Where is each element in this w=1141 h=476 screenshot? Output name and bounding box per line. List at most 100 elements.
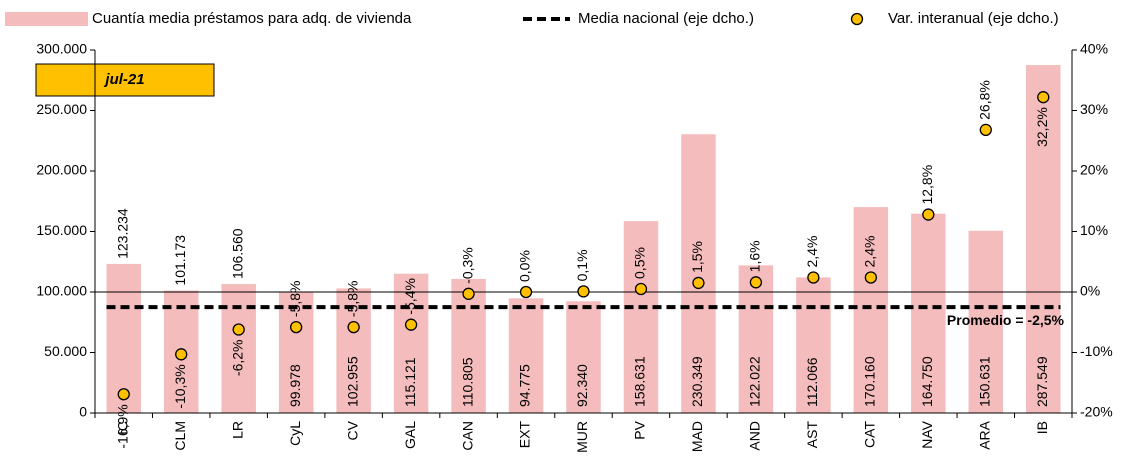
bar-label: 99.978 <box>287 364 303 407</box>
reference-label: Promedio = -2,5% <box>947 312 1065 328</box>
dot <box>922 208 935 221</box>
y2-tick-label: 20% <box>1080 162 1108 178</box>
bar-label: 150.631 <box>976 356 992 407</box>
dot-label: -10,3% <box>172 364 188 408</box>
y-tick-label: 150.000 <box>36 222 87 238</box>
dot <box>634 282 648 296</box>
legend-swatch <box>5 12 88 26</box>
bar-label: 94.775 <box>517 364 533 407</box>
dot <box>519 285 533 299</box>
dot <box>749 276 763 289</box>
annotation: jul-21 <box>103 71 144 88</box>
bar <box>738 265 774 413</box>
x-tick-label: EXT <box>517 421 533 449</box>
bar <box>968 230 1004 413</box>
dot-label: 0,1% <box>574 249 590 281</box>
x-tick-label: CV <box>344 420 360 440</box>
bar-label: 158.631 <box>632 356 648 407</box>
dot-label: 0,0% <box>517 250 533 282</box>
bar-label: 115.121 <box>402 357 418 407</box>
y2-tick-label: -20% <box>1080 404 1113 420</box>
bar <box>796 277 831 413</box>
bar-label: 101.173 <box>172 235 188 286</box>
y2-tick-label: -10% <box>1080 343 1113 359</box>
dot <box>807 271 820 284</box>
y-tick-label: 250.000 <box>36 101 87 117</box>
dot <box>864 271 878 284</box>
annotation-box <box>35 63 215 97</box>
bar-label: 110.805 <box>459 357 475 407</box>
x-tick-label: ARA <box>976 420 992 449</box>
x-tick-label: IC <box>114 421 130 435</box>
x-tick-label: CLM <box>172 421 188 451</box>
x-tick-label: MAD <box>689 421 705 452</box>
y2-tick-label: 30% <box>1080 101 1108 117</box>
dot-label: -5,8% <box>287 281 303 318</box>
y-tick-label: 200.000 <box>36 162 87 178</box>
dot-label: -6,2% <box>229 340 245 377</box>
dot-label: 1,6% <box>747 240 763 272</box>
dot <box>1037 91 1050 104</box>
y-tick-label: 300.000 <box>36 41 87 57</box>
bar-label: 230.349 <box>689 356 705 407</box>
bar-label: 123.234 <box>114 208 130 259</box>
x-tick-label: AST <box>804 421 820 449</box>
x-tick-label: GAL <box>402 421 418 449</box>
x-tick-label: PV <box>632 420 648 439</box>
dot-label: 2,4% <box>804 236 820 268</box>
dot <box>347 320 360 334</box>
legend-swatch <box>850 12 864 26</box>
x-tick-label: LR <box>229 421 245 439</box>
x-tick-label: MUR <box>574 421 590 453</box>
dot-label: -16,9% <box>114 404 130 448</box>
dot-label: 32,2% <box>1034 107 1050 147</box>
bar <box>508 298 544 413</box>
bar-label: 287.549 <box>1034 356 1050 407</box>
dot <box>175 348 188 361</box>
bar-label: 112.066 <box>804 357 820 407</box>
y2-tick-label: 0% <box>1080 283 1100 299</box>
dot <box>692 276 705 290</box>
x-tick-label: CyL <box>287 421 303 446</box>
bar <box>566 301 601 413</box>
bar <box>451 278 486 413</box>
dot <box>404 318 418 331</box>
dot-label: 26,8% <box>976 80 992 120</box>
dot-label: -0,3% <box>459 247 475 284</box>
y2-tick-label: 10% <box>1080 222 1108 238</box>
x-tick-label: NAV <box>919 420 935 448</box>
y-tick-label: 100.000 <box>36 283 87 299</box>
dot-label: 0,5% <box>632 247 648 279</box>
bar-label: 106.560 <box>229 228 245 279</box>
bar-label: 92.340 <box>574 364 590 407</box>
dot <box>979 123 992 137</box>
dot <box>577 285 590 298</box>
dot-label: 1,5% <box>689 241 705 273</box>
bar-label: 170.160 <box>862 356 878 407</box>
dot-label: 12,8% <box>919 165 935 205</box>
legend-label: Cuantía media préstamos para adq. de viv… <box>92 10 412 27</box>
y2-tick-label: 40% <box>1080 41 1108 57</box>
x-tick-label: IB <box>1034 421 1050 434</box>
dot <box>289 320 303 334</box>
x-tick-label: AND <box>747 421 763 451</box>
bar <box>278 292 314 413</box>
dot <box>232 323 245 336</box>
x-tick-label: CAN <box>459 421 475 451</box>
bar-label: 164.750 <box>919 356 935 407</box>
x-tick-label: CAT <box>862 421 878 448</box>
dot-label: -5,8% <box>344 281 360 318</box>
dot <box>462 287 475 300</box>
bar-label: 102.955 <box>344 356 360 407</box>
y-tick-label: 0 <box>79 404 87 420</box>
dot-label: -5,4% <box>402 278 418 315</box>
bar <box>393 273 429 413</box>
bar <box>336 288 371 413</box>
bar <box>853 207 889 413</box>
legend-label: Media nacional (eje dcho.) <box>578 10 754 27</box>
bar <box>681 134 716 413</box>
dot-label: 2,4% <box>862 236 878 268</box>
dot <box>117 388 130 401</box>
y-tick-label: 50.000 <box>44 343 87 359</box>
